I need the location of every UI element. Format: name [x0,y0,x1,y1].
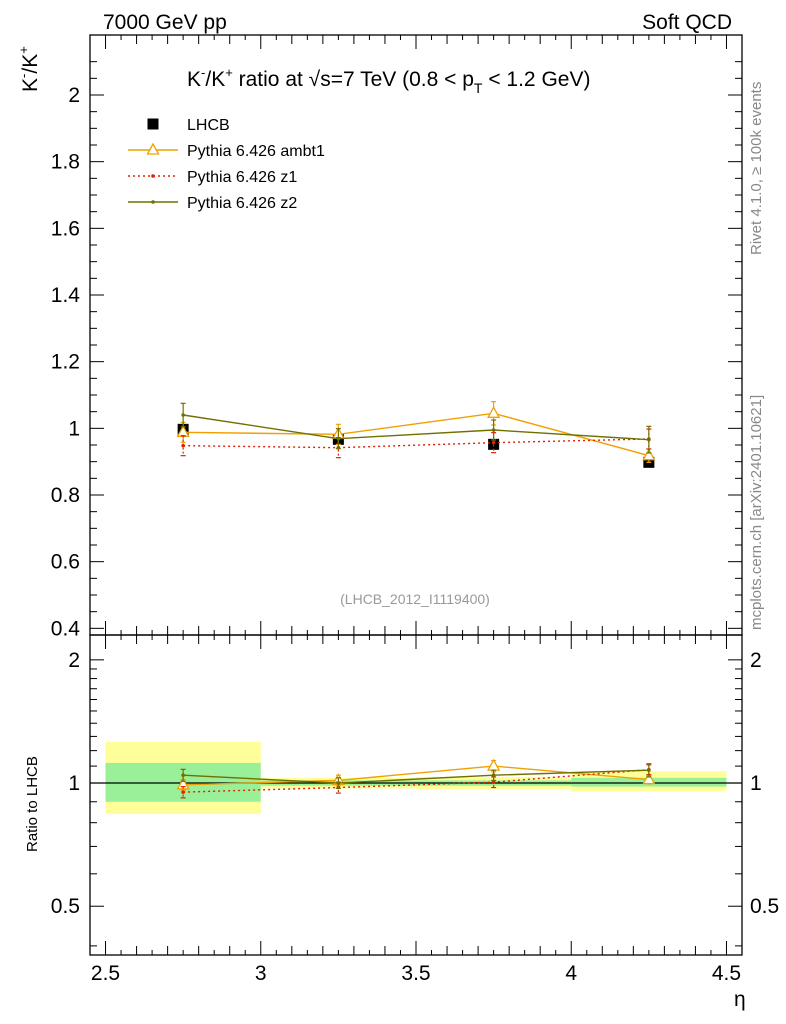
x-tick-label: 3.5 [401,962,430,985]
ratio-series-2-point [491,773,496,778]
mc-series-0-point [642,448,656,461]
title-sup1: - [201,65,205,80]
ratio-ylabel: Ratio to LHCB [24,756,41,852]
main-panel: 0.4 0.6 0.8 1 1.2 1.4 1.6 1.8 2 [51,34,743,955]
ratio-series-0-point [642,772,656,785]
main-ylabel-sup2: + [16,46,31,54]
title-sqrt: √ [309,68,321,91]
legend: LHCB Pythia 6.426 ambt1 Pythia 6.426 z1 Pyt… [128,117,325,212]
ratio-panel: 2.5 3 3.5 4 4.5 0.5 0.5 1 1 2 2 [51,634,779,985]
title-ratio-at: ratio at [233,68,309,91]
legend-label-2: Pythia 6.426 z1 [187,169,297,186]
title-k1: K [187,68,201,91]
title-sub-t: T [474,80,483,96]
ratio-y-tick-label: 2 [68,649,80,672]
mc-series-2-point [491,428,496,432]
title-sup2: + [225,65,233,80]
title-k2: /K [205,68,225,91]
y-tick-label: 0.4 [51,617,81,640]
ratio-series-2-line [183,769,649,784]
y-tick-label: 1.6 [51,217,80,240]
ratio-series-1-point [181,790,185,794]
y-tick-label: 0.6 [51,551,80,574]
mc-series-2-point [181,413,185,417]
x-tick-label: 4.5 [712,962,741,985]
ratio-series-0-point [487,758,501,771]
ratio-y-tick-label: 0.5 [51,895,80,918]
title-tail: < 1.2 GeV) [482,68,590,91]
ratio-y-tick-label-right: 2 [750,649,762,672]
header-right: Soft QCD [642,11,732,34]
legend-marker-1 [146,142,160,155]
y-tick-label: 1.2 [51,351,80,374]
ratio-y-tick-label-right: 0.5 [750,895,779,918]
y-tick-label: 2 [68,84,80,107]
ratio-series-2-point [647,768,651,772]
analysis-watermark: (LHCB_2012_I1119400) [340,591,490,607]
mc-series-0-point [487,405,501,418]
main-ylabel: K-/K+ [16,46,42,92]
legend-label-1: Pythia 6.426 ambt1 [187,143,325,160]
ratio-y-tick-label: 1 [68,772,80,795]
ratio-series-0-point [176,777,190,790]
title-s: s=7 TeV (0.8 < p [320,68,474,91]
rivet-label: Rivet 4.1.0, ≥ 100k events [748,82,765,255]
mc-series-2-line [183,414,649,441]
main-ylabel-sup1: - [16,74,31,78]
ratio-series-2-point [181,773,185,778]
legend-label-0: LHCB [187,117,230,134]
main-ylabel-k2: /K [19,54,42,74]
mc-series-1-point [181,443,185,448]
legend-label-3: Pythia 6.426 z2 [187,195,297,212]
x-tick-label: 3 [255,962,267,985]
x-tick-label: 2.5 [91,962,120,985]
y-tick-label: 1 [68,417,80,440]
x-tick-label: 4 [565,962,577,985]
y-tick-label: 1.4 [51,284,81,307]
y-tick-label: 0.8 [51,484,80,507]
legend-marker-2 [151,174,155,178]
ratio-y-tick-label-right: 1 [750,772,762,795]
ratio-series-1-point [491,780,496,784]
header-left: 7000 GeV pp [103,11,227,34]
legend-marker-3 [151,200,155,204]
plot-title: K-/K+ ratio at √s=7 TeV (0.8 < pT < 1.2 … [187,65,590,96]
ratio-frame [89,634,743,956]
mcplots-label: mcplots.cern.ch [arXiv:2401.10621] [748,395,765,630]
x-axis-label: η [734,988,746,1011]
ratio-series-2-point [336,781,341,785]
mc-series-2-point [336,436,341,441]
mc-series-2-point [647,437,651,442]
y-tick-label: 1.8 [51,151,80,174]
mc-series-1-point [491,440,496,445]
main-ylabel-k1: K [19,78,42,92]
legend-marker-0 [147,118,159,130]
mc-series-1-line [183,438,649,449]
